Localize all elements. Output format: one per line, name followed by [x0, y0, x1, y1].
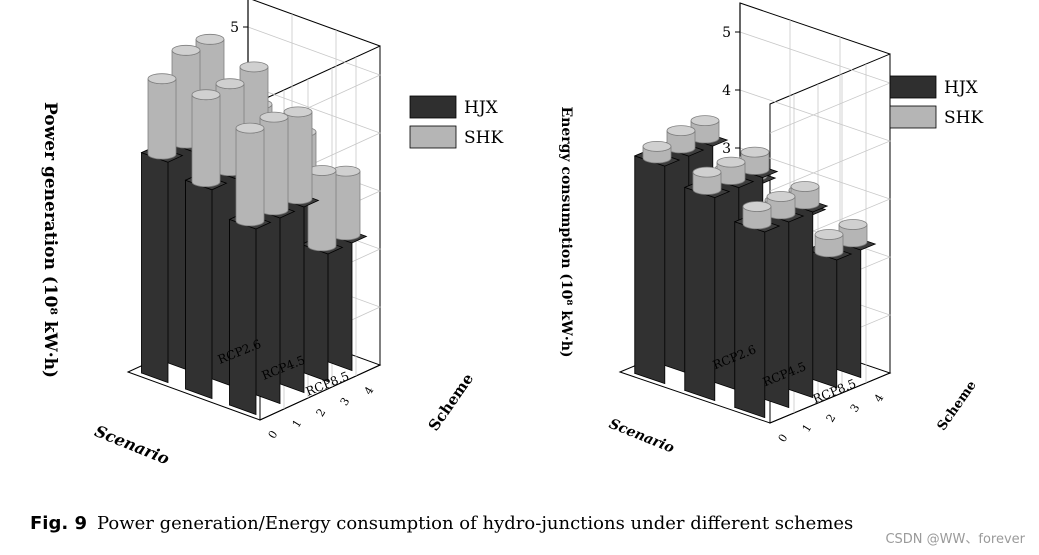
pg-z-axis-title: Power generation (10⁸ kW·h) [40, 102, 60, 378]
ec-shk-top [740, 146, 770, 158]
ec-shk-top [838, 219, 868, 230]
pg-bar-RCP4.5-scheme-0 [184, 89, 228, 400]
pg-legend-swatch-hjx [409, 95, 457, 119]
pg-shk-top [215, 78, 245, 90]
ec-legend-label-hjx: HJX [944, 78, 979, 98]
ec-z-axis-title: Energy consumption (10⁸ kW·h) [558, 106, 574, 357]
pg-x-axis-title: Scenario [92, 421, 172, 468]
pg-shk-top [191, 89, 221, 101]
pg-shk-top [235, 122, 265, 134]
ec-y-axis-title: Scheme [935, 378, 980, 433]
pg-hjx-face [301, 243, 329, 383]
pg-y-tick-label: 4 [362, 384, 377, 397]
pg-z-tick-label: 5 [230, 20, 239, 36]
ec-y-tick-label: 1 [800, 422, 815, 435]
chart-energy-consumption: 12345RCP2.6RCP4.5RCP8.5Scenario01234Sche… [558, 2, 983, 457]
ec-shk-top [814, 229, 844, 240]
pg-shk-body [235, 128, 265, 227]
pg-legend: HJX SHK [409, 95, 503, 149]
pg-bar-RCP8.5-scheme-2 [276, 106, 320, 394]
ec-shk-top [790, 181, 820, 192]
pg-bars [140, 33, 368, 416]
pg-legend-swatch-shk [409, 125, 457, 149]
pg-hjx-face [185, 179, 213, 400]
ec-bars [633, 115, 877, 419]
ec-y-tick-label: 3 [848, 402, 863, 415]
chart-power-generation: 012345RCP2.6RCP4.5RCP8.5Scenario01234Sch… [40, 0, 503, 469]
pg-hjx-face [229, 218, 257, 416]
pg-y-axis-title: Scheme [425, 370, 478, 434]
caption-text: Power generation/Energy consumption of h… [96, 513, 854, 534]
ec-z-tick-label: 4 [722, 83, 731, 99]
pg-shk-top [283, 106, 313, 118]
ec-legend: HJX SHK [889, 75, 983, 129]
watermark: CSDN @WW、forever [885, 532, 1025, 547]
pg-y-tick-label: 3 [338, 395, 353, 408]
pg-shk-top [171, 44, 201, 56]
ec-hjx-face [734, 221, 766, 419]
pg-bar-RCP8.5-scheme-1 [252, 111, 296, 405]
ec-shk-top [766, 191, 796, 202]
ec-hjx-face [684, 186, 716, 402]
pg-shk-top [147, 73, 177, 85]
pg-shk-top [239, 61, 269, 73]
ec-legend-swatch-shk [889, 105, 937, 129]
ec-shk-top [666, 125, 696, 137]
ec-shk-top [692, 166, 722, 178]
ec-z-tick-label: 3 [722, 141, 731, 157]
pg-legend-label-hjx: HJX [464, 98, 499, 118]
ec-z-tick-label: 5 [722, 25, 731, 41]
pg-y-tick-label: 1 [290, 417, 305, 430]
ec-bar-RCP2.6-scheme-0 [633, 140, 681, 385]
figure-caption: Fig. 9 Power generation/Energy consumptio… [30, 513, 1020, 534]
pg-bar-RCP8.5-scheme-3 [300, 165, 344, 383]
ec-y-tick-label: 0 [776, 432, 791, 445]
ec-x-axis-title: Scenario [607, 416, 677, 457]
pg-shk-top [195, 33, 225, 45]
ec-y-tick-label: 2 [824, 412, 839, 425]
pg-shk-body [147, 78, 177, 160]
pg-shk-body [191, 94, 221, 188]
ec-bar-RCP8.5-scheme-0 [733, 201, 781, 419]
ec-y-tick-label: 4 [872, 392, 887, 405]
pg-bar-RCP2.6-scheme-0 [140, 73, 184, 384]
pg-bar-RCP8.5-scheme-0 [228, 122, 272, 416]
ec-shk-top [716, 156, 746, 168]
ec-bar-RCP4.5-scheme-0 [683, 166, 731, 402]
ec-legend-label-shk: SHK [944, 108, 983, 128]
pg-y-tick-label: 2 [314, 406, 329, 419]
ec-shk-top [742, 201, 772, 212]
caption-label: Fig. 9 [30, 513, 87, 534]
pg-hjx-face [141, 152, 169, 384]
pg-legend-label-shk: SHK [464, 128, 503, 148]
ec-legend-swatch-hjx [889, 75, 937, 99]
ec-shk-top [690, 115, 720, 126]
pg-y-tick-label: 0 [266, 428, 281, 441]
ec-hjx-face [634, 155, 666, 385]
ec-shk-top [642, 140, 672, 152]
pg-shk-top [259, 111, 289, 123]
pg-hjx-face [325, 232, 353, 372]
